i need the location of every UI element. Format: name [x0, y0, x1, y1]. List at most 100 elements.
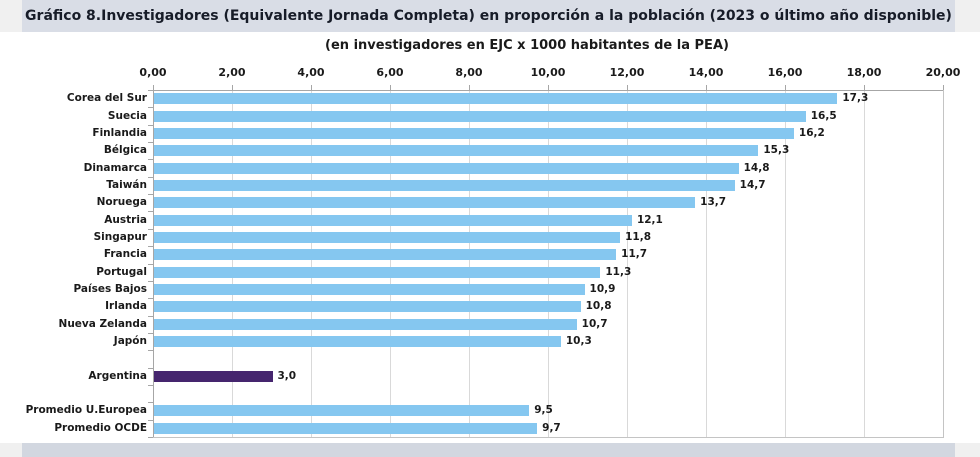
axis-tick-label: 0,00 — [139, 66, 167, 79]
bar-label-argentina: Argentina — [88, 369, 147, 382]
chart-title: Gráfico 8.Investigadores (Equivalente Jo… — [25, 8, 952, 24]
category-tick — [148, 142, 153, 144]
value-label-portugal: 11,3 — [605, 265, 632, 278]
bar-pa-ses-bajos — [154, 284, 585, 296]
axis-tick — [943, 85, 944, 90]
bar-francia — [154, 249, 617, 261]
bar-label-irlanda: Irlanda — [105, 300, 147, 313]
category-tick — [148, 419, 153, 421]
category-tick — [148, 159, 153, 161]
value-label-francia: 11,7 — [621, 248, 648, 261]
bar-argentina — [154, 370, 273, 382]
chart-title-band: Gráfico 8.Investigadores (Equivalente Jo… — [22, 0, 955, 32]
gridline — [706, 90, 707, 437]
chart-subtitle: (en investigadores en EJC x 1000 habitan… — [325, 38, 729, 53]
gridline — [232, 90, 233, 437]
axis-tick — [627, 85, 628, 90]
category-tick — [148, 315, 153, 317]
category-tick — [148, 263, 153, 265]
bar-dinamarca — [154, 162, 739, 174]
gridline — [548, 90, 549, 437]
axis-tick — [153, 85, 154, 90]
bar-label-b-lgica: Bélgica — [103, 144, 147, 157]
bar-label-noruega: Noruega — [96, 196, 147, 209]
x-axis-line — [153, 90, 943, 91]
bar-noruega — [154, 197, 696, 209]
bar-nueva-zelanda — [154, 318, 577, 330]
gridline — [864, 90, 865, 437]
gridline — [469, 90, 470, 437]
category-tick — [148, 350, 153, 352]
page-margin-bottom-left — [0, 443, 22, 457]
axis-tick-label: 20,00 — [925, 66, 961, 79]
category-tick — [148, 176, 153, 178]
value-label-irlanda: 10,8 — [585, 300, 612, 313]
bar-finlandia — [154, 127, 794, 139]
value-label-suecia: 16,5 — [810, 109, 837, 122]
category-tick — [148, 107, 153, 109]
plot-border-right — [943, 90, 944, 437]
axis-tick-label: 12,00 — [609, 66, 645, 79]
axis-tick — [390, 85, 391, 90]
page-margin-top-right — [955, 0, 980, 32]
category-tick — [148, 211, 153, 213]
bar-taiw-n — [154, 179, 735, 191]
value-label-finlandia: 16,2 — [798, 126, 825, 139]
bar-irlanda — [154, 301, 581, 313]
bar-label-francia: Francia — [103, 248, 147, 261]
value-label-b-lgica: 15,3 — [763, 144, 790, 157]
plot-border-bottom — [153, 437, 944, 438]
gridline — [785, 90, 786, 437]
bar-label-pa-ses-bajos: Países Bajos — [73, 283, 147, 296]
value-label-noruega: 13,7 — [700, 196, 727, 209]
axis-tick-label: 14,00 — [688, 66, 724, 79]
bar-promedio-u-europea — [154, 405, 530, 417]
axis-tick — [469, 85, 470, 90]
category-tick — [148, 402, 153, 404]
category-tick — [148, 246, 153, 248]
axis-tick-label: 18,00 — [846, 66, 882, 79]
bar-label-finlandia: Finlandia — [92, 126, 147, 139]
bar-label-promedio-ocde: Promedio OCDE — [54, 421, 147, 434]
bar-austria — [154, 214, 632, 226]
category-tick — [148, 332, 153, 334]
axis-tick-label: 10,00 — [530, 66, 566, 79]
value-label-nueva-zelanda: 10,7 — [581, 317, 608, 330]
axis-tick — [785, 85, 786, 90]
bar-label-portugal: Portugal — [96, 265, 147, 278]
bar-suecia — [154, 110, 806, 122]
bar-label-promedio-u-europea: Promedio U.Europea — [25, 404, 147, 417]
bar-portugal — [154, 266, 601, 278]
bar-promedio-ocde — [154, 422, 538, 434]
category-tick — [148, 437, 153, 438]
value-label-dinamarca: 14,8 — [743, 161, 770, 174]
axis-tick — [311, 85, 312, 90]
category-tick — [148, 228, 153, 230]
y-axis-line — [153, 90, 154, 437]
category-tick — [148, 124, 153, 126]
page-margin-top-left — [0, 0, 22, 32]
bar-label-singapur: Singapur — [93, 230, 147, 243]
axis-tick — [548, 85, 549, 90]
value-label-corea-del-sur: 17,3 — [842, 92, 869, 105]
bar-jap-n — [154, 336, 561, 348]
gridline — [311, 90, 312, 437]
value-label-pa-ses-bajos: 10,9 — [589, 283, 616, 296]
value-label-argentina: 3,0 — [277, 369, 297, 382]
category-tick — [148, 194, 153, 196]
bar-b-lgica — [154, 145, 759, 157]
axis-tick-label: 2,00 — [218, 66, 246, 79]
axis-tick — [864, 85, 865, 90]
axis-tick-label: 8,00 — [455, 66, 483, 79]
bar-label-dinamarca: Dinamarca — [83, 161, 147, 174]
axis-tick-label: 16,00 — [767, 66, 803, 79]
bar-singapur — [154, 231, 621, 243]
gridline — [390, 90, 391, 437]
bar-label-taiw-n: Taiwán — [106, 178, 147, 191]
bar-label-suecia: Suecia — [107, 109, 147, 122]
value-label-jap-n: 10,3 — [565, 335, 592, 348]
axis-tick — [232, 85, 233, 90]
bar-label-austria: Austria — [104, 213, 147, 226]
category-tick — [148, 298, 153, 300]
